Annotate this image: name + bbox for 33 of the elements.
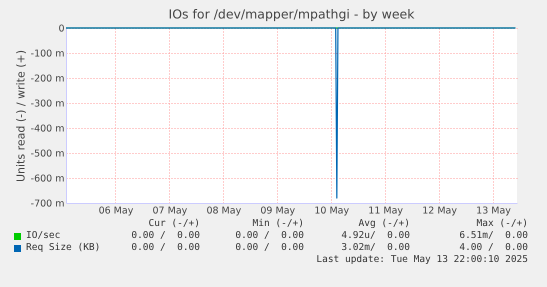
chart-title: IOs for /dev/mapper/mpathgi - by week — [168, 6, 416, 22]
x-tick-label: 08 May — [206, 206, 242, 216]
text: 3.02m/ 0.00 — [341, 242, 410, 253]
text: 0.00 / 0.00 — [131, 230, 200, 241]
x-tick-label: 09 May — [260, 206, 296, 216]
y-tick-label: -500 m — [30, 148, 64, 160]
text: Last update: Tue May 13 22:00:10 2025 — [316, 254, 528, 265]
x-tick-label: 11 May — [368, 206, 404, 216]
x-tick-label: 12 May — [422, 206, 458, 216]
text: 4.00 / 0.00 — [459, 242, 528, 253]
y-axis-title: Units read (-) / write (+) — [14, 50, 28, 182]
y-tick-label: -400 m — [30, 124, 64, 134]
y-tick-label: -200 m — [30, 74, 64, 84]
text: 0.00 / 0.00 — [235, 230, 304, 241]
text: Min (-/+) — [252, 218, 304, 229]
text: Cur (-/+) — [148, 218, 200, 229]
y-tick-label: -600 m — [30, 174, 64, 184]
y-tick-label: -300 m — [30, 98, 64, 110]
x-tick-label: 10 May — [314, 206, 350, 216]
y-tick-label: -700 m — [30, 198, 64, 210]
y-tick-label: -100 m — [30, 48, 64, 60]
text: Avg (-/+) — [358, 218, 410, 229]
text: 6.51m/ 0.00 — [459, 230, 528, 241]
legend-label: IO/sec — [26, 230, 60, 241]
text: Max (-/+) — [476, 218, 528, 229]
legend-label: Req Size (KB) — [26, 242, 100, 253]
text: 0.00 / 0.00 — [235, 242, 304, 253]
x-tick-label: 06 May — [98, 206, 134, 216]
text: 0.00 / 0.00 — [131, 242, 200, 253]
text: 4.92u/ 0.00 — [341, 230, 410, 241]
x-tick-label: 07 May — [152, 206, 188, 216]
x-tick-label: 13 May — [476, 206, 512, 216]
y-tick-label: 0 — [58, 24, 64, 34]
